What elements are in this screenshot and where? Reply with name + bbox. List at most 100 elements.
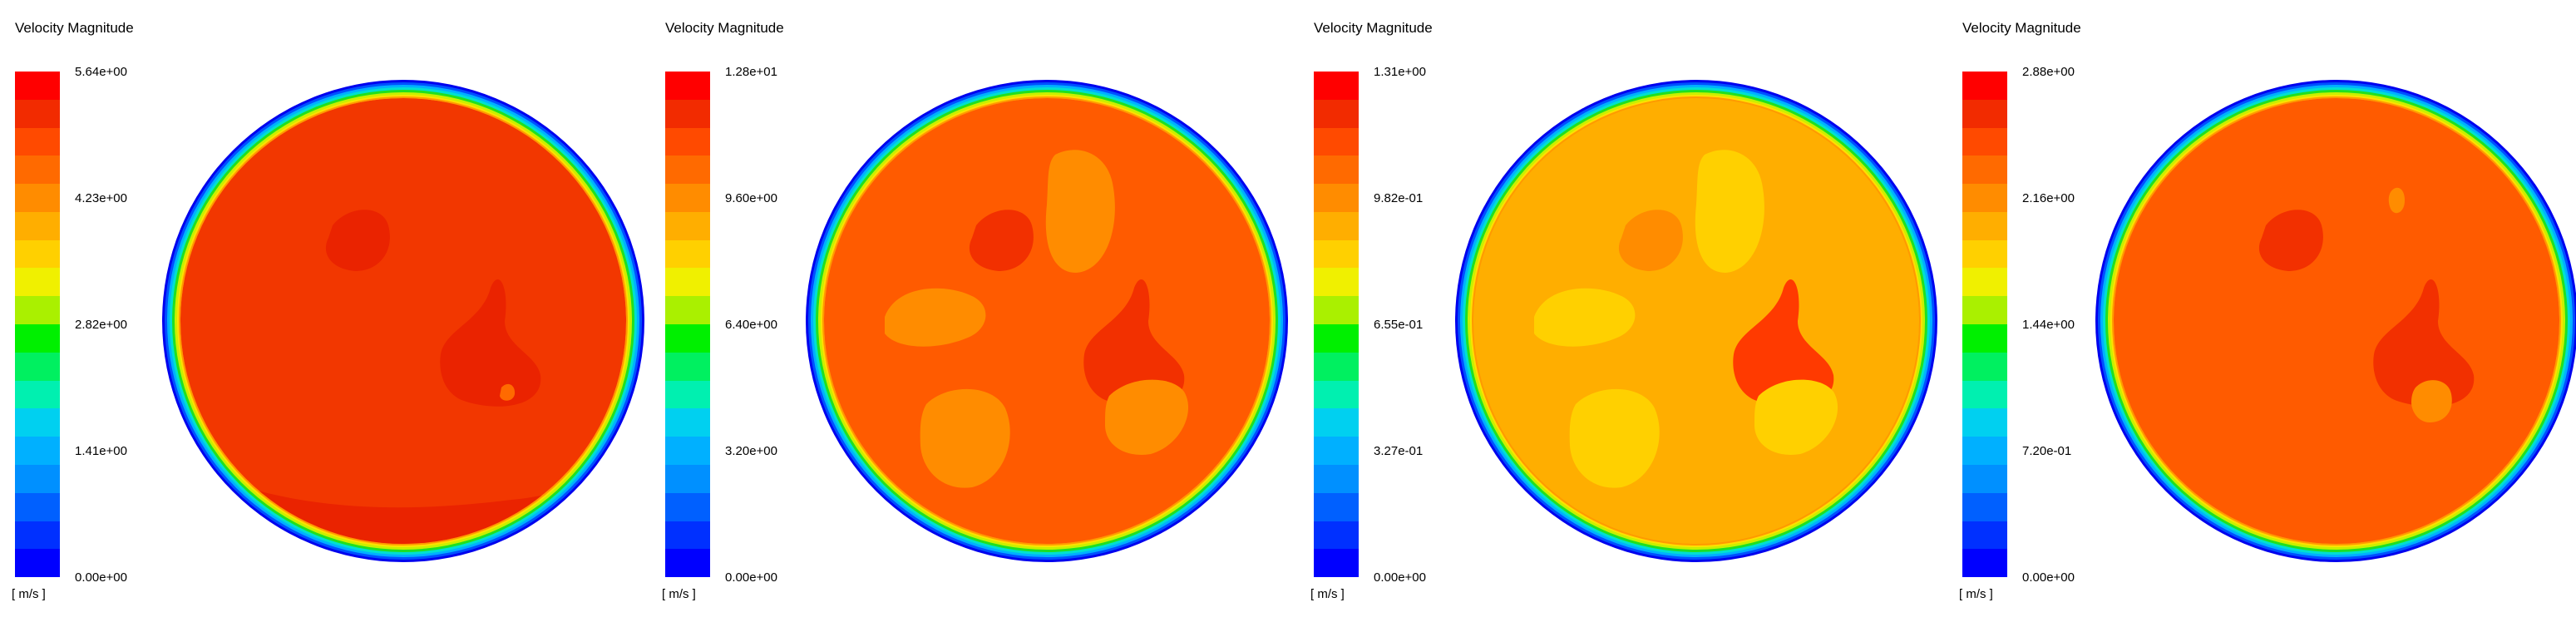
contour-region-dot [500,383,516,401]
color-scale-segment [665,296,710,325]
color-scale-segment [1314,549,1359,578]
color-scale-segment [665,521,710,550]
contour-region-hook-left [969,210,1034,271]
color-scale-segment [665,156,710,185]
velocity-contour-plot [2095,80,2576,562]
contour-region-oval-top [1045,150,1115,273]
unit-label: [ m/s ] [12,587,46,601]
contour-panel: Velocity Magnitude 1.28e+01 9.60e+00 6.40e+… [650,0,1294,627]
scale-tick-label: 2.16e+00 [2022,191,2075,205]
color-scale-segment [1962,352,2007,381]
color-scale-segment [15,492,60,521]
contour-panel: Velocity Magnitude 1.31e+00 9.82e-01 6.55e-… [1299,0,1942,627]
color-scale-segment [15,296,60,325]
contour-region-oval-right-small [2411,380,2452,422]
scale-tick-label: 0.00e+00 [2022,570,2075,585]
color-scale-bar [665,72,710,578]
color-scale-segment [1314,211,1359,240]
color-scale-segment [15,549,60,578]
scale-tick-label: 6.55e-01 [1374,318,1424,332]
velocity-contour-svg [2095,80,2576,562]
color-scale-segment [1962,437,2007,465]
color-scale-segment [1962,268,2007,297]
color-scale-segment [1314,239,1359,269]
velocity-contour-svg [162,80,644,562]
color-scale-segment [15,437,60,465]
color-scale-segment [15,156,60,185]
contour-region-oval-right [1754,379,1838,455]
color-scale-segment [1962,380,2007,409]
color-scale-segment [1314,352,1359,381]
scale-tick-label: 2.88e+00 [2022,65,2075,79]
color-scale-segment [665,324,710,353]
scale-tick-label: 9.82e-01 [1374,191,1424,205]
unit-label: [ m/s ] [662,587,696,601]
color-scale-segment [665,492,710,521]
color-scale-segment [1314,464,1359,493]
contour-field [824,98,1270,544]
color-scale-segment [1314,324,1359,353]
scale-tick-label: 1.28e+01 [725,65,777,79]
color-scale-segment [665,437,710,465]
color-scale-segment [1962,324,2007,353]
color-scale-segment [1962,521,2007,550]
color-scale-segment [1314,184,1359,212]
contour-region-hook-left [325,210,390,271]
color-scale-segment [1314,268,1359,297]
color-scale-segment [1962,156,2007,185]
color-scale-segment [15,99,60,128]
legend-title: Velocity Magnitude [665,20,784,36]
color-scale-segment [15,464,60,493]
scale-tick-label: 6.40e+00 [725,318,777,332]
scale-tick-label: 0.00e+00 [75,570,127,585]
color-scale-segment [15,380,60,409]
color-scale-segment [1962,211,2007,240]
color-scale-segment [15,408,60,437]
contour-region-oval-top [1695,150,1764,273]
color-scale-segment [15,184,60,212]
scale-tick-label: 2.82e+00 [75,318,127,332]
scale-tick-label: 1.31e+00 [1374,65,1426,79]
contour-region-oval-right [1105,379,1189,455]
color-scale-bar [1962,72,2007,578]
scale-tick-label: 3.27e-01 [1374,444,1424,458]
contour-region-hook-right [440,279,541,407]
contour-region-oval-bottom-left [920,388,1010,488]
color-scale-segment [1962,127,2007,156]
color-scale-segment [665,211,710,240]
color-scale-segment [1962,184,2007,212]
color-scale-segment [1314,492,1359,521]
scale-tick-label: 1.44e+00 [2022,318,2075,332]
scale-tick-label: 4.23e+00 [75,191,127,205]
color-scale-segment [665,408,710,437]
color-scale-bar [1314,72,1359,578]
color-scale-segment [15,239,60,269]
contour-panel: Velocity Magnitude 5.64e+00 4.23e+00 2.82e+… [0,0,644,627]
color-scale-segment [15,324,60,353]
legend-title: Velocity Magnitude [1962,20,2081,36]
contour-region-oval-left [885,288,986,347]
color-scale-segment [15,521,60,550]
color-scale-segment [1962,72,2007,100]
contour-field [1473,98,1919,544]
contour-region-hook-right [1733,279,1834,407]
scale-tick-label: 1.41e+00 [75,444,127,458]
color-scale-segment [1962,492,2007,521]
color-scale-segment [665,352,710,381]
color-scale-segment [1314,380,1359,409]
scale-tick-label: 5.64e+00 [75,65,127,79]
color-scale-segment [665,127,710,156]
contour-region-oval-bottom-left [1569,388,1660,488]
color-scale-segment [665,239,710,269]
legend-title: Velocity Magnitude [15,20,134,36]
color-scale-segment [1314,408,1359,437]
color-scale-segment [1314,127,1359,156]
color-scale-segment [1962,239,2007,269]
color-scale-segment [15,127,60,156]
velocity-contour-svg [806,80,1288,562]
scale-tick-label: 7.20e-01 [2022,444,2072,458]
color-scale-segment [1314,296,1359,325]
contour-region-hook-left [1618,210,1683,271]
color-scale-segment [665,99,710,128]
